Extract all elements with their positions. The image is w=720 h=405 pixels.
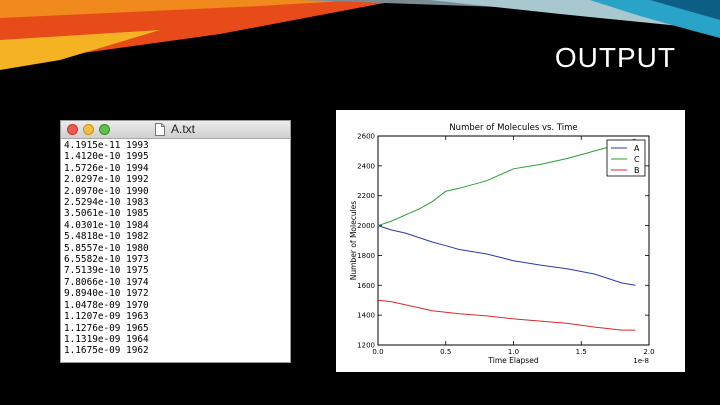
file-line: 2.0297e-10 1992 [64,174,149,186]
text-file-window[interactable]: A.txt 4.1915e-11 1993 1.4120e-10 1995 1.57… [60,120,291,363]
file-line: 5.4818e-10 1982 [64,231,149,243]
file-line: 2.5294e-10 1983 [64,197,149,209]
legend-label: A [634,144,640,153]
x-tick-label: 1.0 [508,348,519,356]
file-line: 6.5582e-10 1973 [64,254,149,266]
x-tick-label: 0.0 [372,348,383,356]
file-line: 1.1207e-09 1963 [64,311,149,323]
x-axis-label: Time Elapsed [487,356,538,365]
decorative-banner [0,0,720,70]
chart-panel: Number of Molecules vs. Time 0.0 0.5 1.0 1.5… [336,110,685,372]
series-line-b [377,299,636,331]
y-tick-label: 2000 [357,222,375,230]
file-line: 1.1319e-09 1964 [64,333,149,345]
file-line: 1.1675e-09 1962 [64,345,149,357]
y-tick-label: 1400 [357,312,375,320]
file-contents: 4.1915e-11 1993 1.4120e-10 1995 1.5726e-10… [61,139,290,357]
file-line: 2.0970e-10 1990 [64,185,149,197]
file-line: 7.8066e-10 1974 [64,276,149,288]
y-tick-label: 1600 [357,282,375,290]
file-line: 1.1276e-09 1965 [64,322,149,334]
plot-area [377,135,650,346]
molecules-chart: Number of Molecules vs. Time 0.0 0.5 1.0 1.5… [349,123,655,365]
zoom-window-icon[interactable] [99,124,110,135]
file-line: 5.8557e-10 1980 [64,242,149,254]
series-line-a [377,225,636,286]
x-multiplier: 1e-8 [633,357,649,365]
legend-label: C [634,155,640,164]
file-line: 1.0478e-09 1970 [64,299,149,311]
window-title: A.txt [171,122,196,136]
file-line: 3.5061e-10 1985 [64,208,149,220]
file-line: 4.1915e-11 1993 [64,140,149,151]
y-axis-label: Number of Molecules [349,201,358,280]
close-window-icon[interactable] [67,124,78,135]
y-tick-label: 2600 [357,133,375,141]
file-line: 1.4120e-10 1995 [64,151,149,163]
file-line: 4.0301e-10 1984 [64,219,149,231]
legend-label: B [634,166,640,175]
series-line-c [377,138,636,227]
chart-title: Number of Molecules vs. Time [449,123,577,133]
y-tick-label: 1800 [357,252,375,260]
x-tick-label: 1.5 [576,348,587,356]
slide-title: OUTPUT [554,42,676,73]
text-document-icon [155,123,165,136]
file-line: 1.5726e-10 1994 [64,162,149,174]
y-tick-label: 1200 [357,342,375,350]
y-tick-label: 2200 [357,192,375,200]
minimize-window-icon[interactable] [83,124,94,135]
y-tick-label: 2400 [357,162,375,170]
x-tick-label: 0.5 [440,348,451,356]
window-titlebar[interactable]: A.txt [61,121,290,139]
file-line: 7.5139e-10 1975 [64,265,149,277]
file-line: 9.8940e-10 1972 [64,288,149,300]
x-tick-label: 2.0 [643,348,654,356]
